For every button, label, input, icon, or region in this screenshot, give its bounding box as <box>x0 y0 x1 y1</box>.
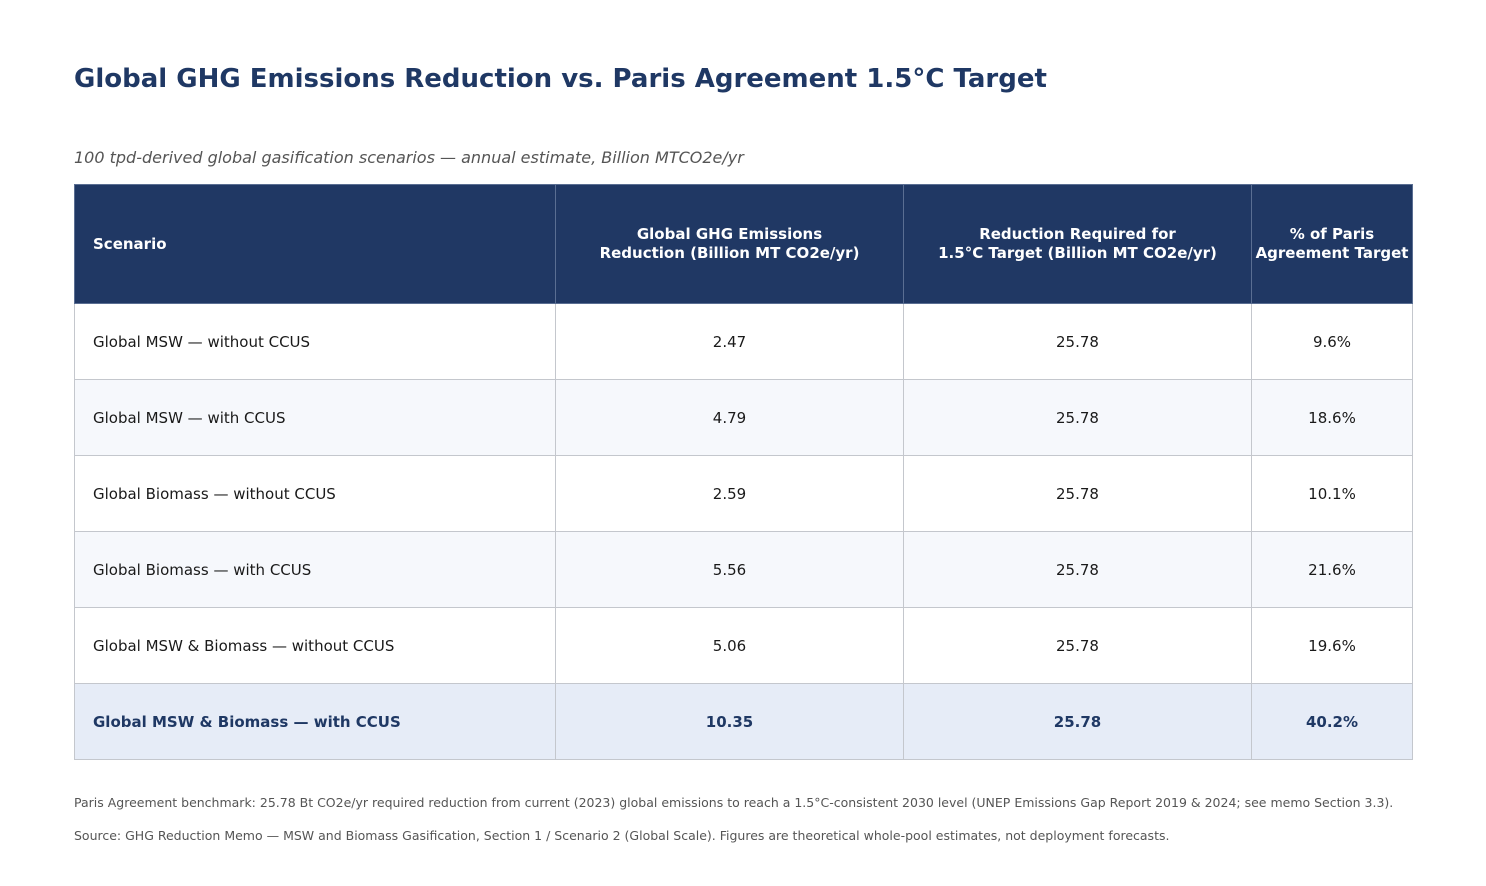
cell-scenario: Global Biomass — with CCUS <box>74 531 556 608</box>
cell-scenario: Global MSW — without CCUS <box>74 303 556 380</box>
header-percent-target: % of Paris Agreement Target <box>1251 184 1413 304</box>
table-row: Global MSW — with CCUS 4.79 25.78 18.6% <box>74 379 1413 456</box>
source-note: Source: GHG Reduction Memo — MSW and Bio… <box>74 828 1170 843</box>
emissions-table: Scenario Global GHG Emissions Reduction … <box>74 184 1413 760</box>
header-line: Reduction (Billion MT CO2e/yr) <box>599 244 860 262</box>
cell-required: 25.78 <box>903 455 1252 532</box>
cell-reduction: 10.35 <box>555 683 904 760</box>
cell-percent: 18.6% <box>1251 379 1413 456</box>
page-subtitle: 100 tpd-derived global gasification scen… <box>74 148 744 167</box>
cell-percent: 40.2% <box>1251 683 1413 760</box>
cell-scenario: Global MSW & Biomass — with CCUS <box>74 683 556 760</box>
page-title: Global GHG Emissions Reduction vs. Paris… <box>74 64 1047 94</box>
cell-required: 25.78 <box>903 379 1252 456</box>
header-line: % of Paris <box>1289 225 1375 243</box>
cell-reduction: 5.56 <box>555 531 904 608</box>
cell-required: 25.78 <box>903 683 1252 760</box>
table-header-row: Scenario Global GHG Emissions Reduction … <box>74 184 1413 304</box>
cell-required: 25.78 <box>903 303 1252 380</box>
table-row-highlight: Global MSW & Biomass — with CCUS 10.35 2… <box>74 683 1413 760</box>
header-line: Reduction Required for <box>979 225 1176 243</box>
table-row: Global Biomass — without CCUS 2.59 25.78… <box>74 455 1413 532</box>
table-row: Global MSW — without CCUS 2.47 25.78 9.6… <box>74 303 1413 380</box>
header-line: 1.5°C Target (Billion MT CO2e/yr) <box>938 244 1217 262</box>
cell-reduction: 5.06 <box>555 607 904 684</box>
cell-percent: 10.1% <box>1251 455 1413 532</box>
cell-reduction: 2.47 <box>555 303 904 380</box>
header-line: Agreement Target <box>1255 244 1409 262</box>
header-line: Scenario <box>93 234 167 253</box>
benchmark-note: Paris Agreement benchmark: 25.78 Bt CO2e… <box>74 795 1394 810</box>
cell-required: 25.78 <box>903 531 1252 608</box>
cell-required: 25.78 <box>903 607 1252 684</box>
cell-scenario: Global MSW & Biomass — without CCUS <box>74 607 556 684</box>
cell-percent: 19.6% <box>1251 607 1413 684</box>
cell-scenario: Global MSW — with CCUS <box>74 379 556 456</box>
table-row: Global MSW & Biomass — without CCUS 5.06… <box>74 607 1413 684</box>
header-line: Global GHG Emissions <box>636 225 823 243</box>
cell-scenario: Global Biomass — without CCUS <box>74 455 556 532</box>
table-row: Global Biomass — with CCUS 5.56 25.78 21… <box>74 531 1413 608</box>
cell-reduction: 4.79 <box>555 379 904 456</box>
cell-percent: 9.6% <box>1251 303 1413 380</box>
header-required-reduction: Reduction Required for 1.5°C Target (Bil… <box>903 184 1252 304</box>
cell-percent: 21.6% <box>1251 531 1413 608</box>
header-ghg-reduction: Global GHG Emissions Reduction (Billion … <box>555 184 904 304</box>
cell-reduction: 2.59 <box>555 455 904 532</box>
header-scenario: Scenario <box>74 184 556 304</box>
